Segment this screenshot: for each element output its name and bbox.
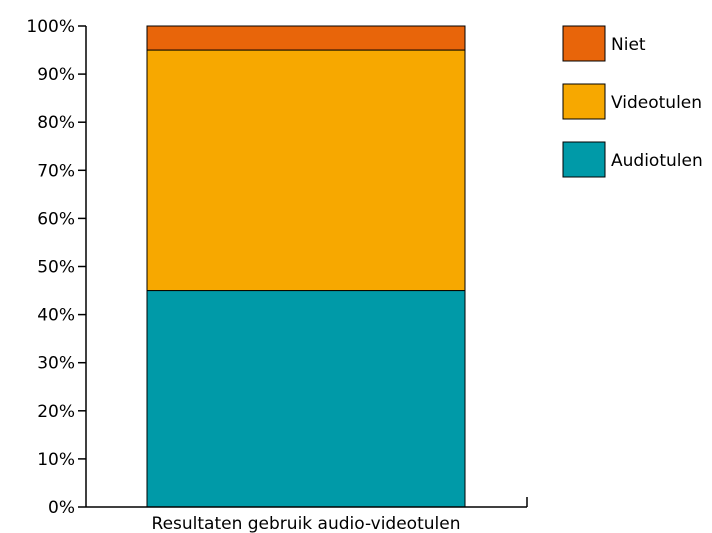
y-tick-label: 40% — [37, 306, 75, 326]
y-tick-label: 50% — [37, 258, 75, 278]
legend: Niet Videotulen Audiotulen — [562, 25, 703, 178]
y-tick-label: 60% — [37, 209, 75, 229]
y-tick-label: 0% — [48, 498, 75, 518]
legend-swatch-audiotulen — [562, 141, 606, 178]
x-axis: Resultaten gebruik audio-videotulen — [86, 497, 528, 533]
legend-swatch-videotulen — [562, 83, 606, 120]
x-category-label: Resultaten gebruik audio-videotulen — [152, 514, 461, 533]
bar-segment-videotulen — [146, 49, 466, 292]
legend-label-niet: Niet — [611, 35, 646, 55]
y-tick-label: 10% — [37, 450, 75, 470]
legend-label-videotulen: Videotulen — [611, 93, 702, 113]
legend-swatch-niet — [562, 25, 606, 62]
y-tick-label: 90% — [37, 65, 75, 85]
bar-segment-audiotulen — [146, 290, 466, 508]
bar-segments — [146, 25, 466, 508]
y-tick-label: 20% — [37, 402, 75, 422]
y-tick-label: 30% — [37, 354, 75, 374]
y-tick-label: 70% — [37, 161, 75, 181]
legend-label-audiotulen: Audiotulen — [611, 151, 703, 171]
y-axis: 0% 10% 20% 30% 40% 50% 60% 70% 80% 90% 100% — [26, 17, 87, 518]
y-tick-label: 100% — [26, 17, 75, 37]
y-tick-label: 80% — [37, 113, 75, 133]
bar-segment-niet — [146, 25, 466, 51]
